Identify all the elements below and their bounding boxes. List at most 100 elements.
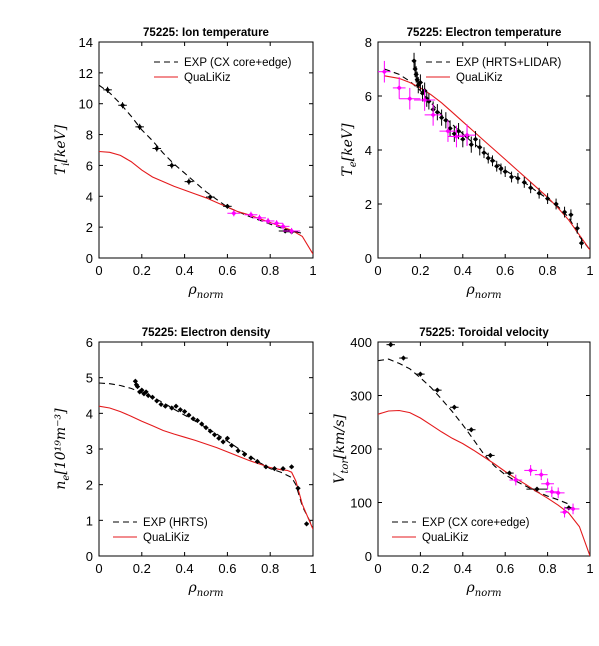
x-tick-label: 0 — [374, 263, 381, 278]
legend: EXP (HRTS+LIDAR) QuaLiKiz — [426, 57, 562, 84]
point-marker — [248, 455, 254, 461]
x-tick-label: 0.4 — [454, 263, 472, 278]
point-marker — [407, 96, 413, 102]
point-marker — [521, 179, 527, 185]
edge-data-point — [551, 487, 565, 499]
point-marker — [396, 85, 402, 91]
core-data-point — [203, 425, 209, 431]
point-marker — [534, 486, 540, 492]
x-tick-label: 0 — [374, 561, 381, 576]
core-data-point — [135, 123, 144, 130]
core-data-point — [521, 177, 527, 188]
point-marker — [119, 102, 126, 108]
core-data-point — [223, 203, 232, 209]
point-marker — [417, 79, 423, 86]
point-marker — [211, 432, 218, 438]
edge-data-point — [392, 77, 406, 99]
point-marker — [561, 209, 568, 215]
core-data-point — [515, 172, 521, 184]
point-marker — [545, 481, 551, 487]
core-data-point — [568, 209, 574, 221]
core-data-point — [494, 160, 500, 172]
core-data-point — [528, 182, 534, 194]
core-data-point — [241, 451, 248, 457]
core-data-point — [271, 466, 278, 472]
point-marker — [186, 412, 192, 418]
x-tick-label: 0.4 — [454, 561, 472, 576]
point-marker — [578, 240, 585, 246]
point-marker — [295, 485, 301, 491]
core-data-point — [289, 464, 295, 470]
point-marker — [468, 142, 474, 148]
y-tick-label: 400 — [350, 335, 372, 350]
core-data-point — [415, 77, 421, 94]
qualikiz-series-line — [99, 150, 313, 255]
edge-data-point — [399, 87, 421, 110]
x-tick-label: 0.6 — [496, 561, 514, 576]
y-tick-label: 300 — [350, 389, 372, 404]
point-marker — [256, 215, 263, 221]
plot-area — [378, 52, 590, 251]
point-marker — [139, 387, 145, 393]
core-data-point — [574, 222, 580, 234]
exp-series-line — [99, 382, 313, 528]
point-marker — [528, 467, 534, 473]
x-tick-label: 0.4 — [176, 263, 194, 278]
point-marker — [485, 155, 491, 161]
core-data-point — [443, 112, 449, 129]
point-marker — [412, 66, 418, 72]
x-tick-label: 1 — [309, 561, 316, 576]
legend: EXP (CX core+edge) QuaLiKiz — [154, 57, 292, 84]
point-marker — [513, 477, 519, 483]
core-data-point — [450, 404, 459, 410]
point-marker — [555, 490, 561, 496]
point-marker — [280, 223, 286, 229]
y-tick-label: 6 — [86, 335, 93, 350]
exp-series-line — [99, 84, 303, 234]
y-tick-label: 2 — [365, 197, 372, 212]
legend-exp-label: EXP (HRTS+LIDAR) — [456, 57, 562, 69]
y-tick-label: 5 — [86, 371, 93, 386]
x-tick-label: 1 — [309, 263, 316, 278]
core-data-point — [182, 408, 188, 415]
point-marker — [413, 71, 419, 77]
chart-title: 75225: Toroidal velocity — [419, 327, 549, 339]
core-data-point — [578, 237, 585, 249]
point-marker — [443, 117, 449, 123]
point-marker — [133, 382, 140, 388]
point-marker — [231, 210, 237, 216]
exp-series-line — [378, 358, 570, 505]
core-data-point — [118, 102, 127, 109]
point-marker — [158, 401, 164, 408]
y-tick-label: 2 — [86, 478, 93, 493]
point-marker — [538, 472, 544, 478]
core-data-point — [467, 427, 476, 433]
edge-data-point — [227, 210, 241, 217]
y-tick-label: 2 — [86, 220, 93, 235]
core-data-point — [154, 398, 160, 404]
x-tick-label: 0.2 — [133, 561, 151, 576]
point-marker — [508, 174, 515, 180]
legend: EXP (CX core+edge) QuaLiKiz — [392, 517, 530, 544]
point-marker — [477, 144, 483, 150]
y-tick-label: 0 — [365, 251, 372, 266]
point-marker — [434, 387, 440, 393]
core-data-point — [280, 466, 286, 472]
point-marker — [464, 132, 470, 138]
y-tick-label: 6 — [86, 158, 93, 173]
x-axis-label: ρnorm — [188, 580, 224, 599]
y-tick-label: 6 — [365, 89, 372, 104]
core-data-point — [143, 389, 149, 395]
point-marker — [566, 505, 572, 511]
core-data-point — [207, 428, 213, 434]
edge-data-point — [509, 474, 523, 486]
x-tick-label: 0.6 — [218, 263, 236, 278]
core-data-point — [295, 485, 301, 491]
point-marker — [494, 163, 500, 169]
point-marker — [434, 109, 440, 115]
point-marker — [104, 87, 111, 93]
core-data-point — [169, 405, 175, 411]
legend-qualikiz-label: QuaLiKiz — [456, 72, 503, 84]
